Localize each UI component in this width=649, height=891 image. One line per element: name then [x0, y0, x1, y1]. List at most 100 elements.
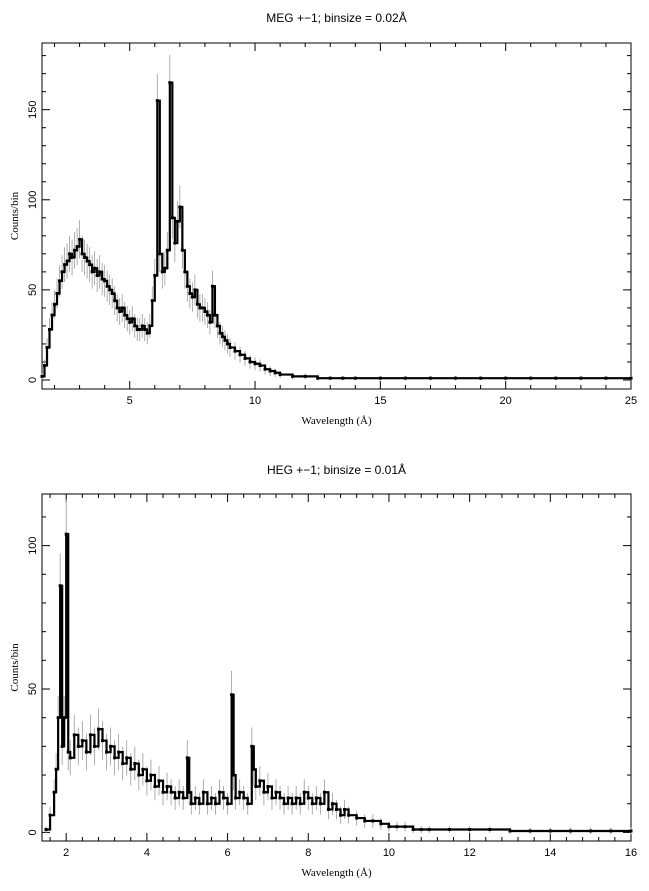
data-point — [343, 807, 347, 811]
data-point — [68, 252, 72, 256]
x-tick-label: 20 — [500, 395, 512, 407]
data-point — [141, 767, 145, 771]
data-point — [158, 252, 162, 256]
data-point — [103, 279, 107, 283]
data-point — [169, 790, 173, 794]
y-tick-label: 50 — [27, 284, 39, 296]
data-point — [72, 733, 76, 737]
data-point — [363, 819, 367, 823]
data-point — [65, 259, 69, 263]
chart-panel-1: MEG +−1; binsize = 0.02Å 5 10 15 20 25 0 50 100 1… — [9, 10, 637, 427]
data-point — [83, 255, 87, 259]
data-point — [160, 270, 164, 274]
data-point — [153, 273, 157, 277]
x-tick-label: 15 — [374, 395, 386, 407]
data-point — [76, 744, 80, 748]
data-point — [326, 807, 330, 811]
data-point — [258, 779, 262, 783]
data-point — [63, 263, 67, 267]
data-point — [330, 802, 334, 806]
data-point — [201, 790, 205, 794]
data-point — [155, 99, 159, 103]
data-point — [203, 310, 207, 314]
x-tick-label: 10 — [383, 847, 395, 859]
data-point — [140, 324, 144, 328]
data-point — [468, 828, 472, 832]
data-point — [419, 828, 423, 832]
data-point — [258, 364, 262, 368]
data-point — [205, 313, 209, 317]
data-point — [98, 270, 102, 274]
y-tick-label: 0 — [27, 377, 39, 383]
data-point — [193, 796, 197, 800]
data-point — [44, 828, 48, 832]
data-point — [209, 796, 213, 800]
data-point — [447, 828, 451, 832]
data-point — [137, 773, 141, 777]
x-tick-label: 25 — [625, 395, 637, 407]
data-point — [232, 773, 236, 777]
data-point — [180, 248, 184, 252]
data-point — [138, 328, 142, 332]
data-point — [117, 750, 121, 754]
x-axis-label: Wavelength (Å) — [301, 415, 372, 427]
data-point — [263, 367, 267, 371]
data-point — [175, 219, 179, 223]
data-point — [306, 796, 310, 800]
data-point — [218, 331, 222, 335]
data-point — [268, 369, 272, 373]
data-point — [53, 302, 57, 306]
data-point — [242, 796, 246, 800]
data-point — [379, 822, 383, 826]
data-point — [165, 785, 169, 789]
data-point — [90, 270, 94, 274]
data-point — [58, 584, 62, 588]
data-point — [278, 796, 282, 800]
data-point — [395, 825, 399, 829]
data-point — [123, 313, 127, 317]
data-point — [291, 374, 295, 378]
data-point — [92, 744, 96, 748]
data-point — [303, 374, 307, 378]
data-point — [234, 796, 238, 800]
data-point — [243, 356, 247, 360]
data-point — [228, 346, 232, 350]
data-point — [40, 374, 44, 378]
data-point — [428, 376, 432, 380]
data-point — [568, 829, 572, 833]
data-point — [225, 342, 229, 346]
data-point — [177, 790, 181, 794]
data-point — [262, 790, 266, 794]
series-1 — [40, 54, 633, 381]
data-point — [604, 376, 608, 380]
data-point — [205, 802, 209, 806]
data-point — [222, 796, 226, 800]
data-point — [78, 237, 82, 241]
data-point — [105, 750, 109, 754]
data-point — [129, 767, 133, 771]
data-point — [185, 284, 189, 288]
data-point — [56, 716, 60, 720]
chart-panel-2: HEG +−1; binsize = 0.01Å 2 4 6 8 10 12 14 16 0 50 1… — [9, 462, 637, 879]
data-point — [302, 790, 306, 794]
data-point — [371, 819, 375, 823]
data-point — [125, 756, 129, 760]
data-point — [178, 205, 182, 209]
data-point — [274, 790, 278, 794]
data-point — [128, 320, 132, 324]
data-point — [403, 825, 407, 829]
y-tick-label: 100 — [27, 191, 39, 209]
x-tick-label: 2 — [63, 847, 69, 859]
data-point — [294, 796, 298, 800]
data-point — [153, 785, 157, 789]
data-point — [161, 790, 165, 794]
data-point — [50, 313, 54, 317]
data-point — [187, 790, 191, 794]
data-point — [75, 245, 79, 249]
data-point — [143, 328, 147, 332]
x-tick-label: 16 — [625, 847, 637, 859]
data-point — [170, 216, 174, 220]
data-point — [185, 756, 189, 760]
data-point — [54, 767, 58, 771]
data-point — [290, 802, 294, 806]
